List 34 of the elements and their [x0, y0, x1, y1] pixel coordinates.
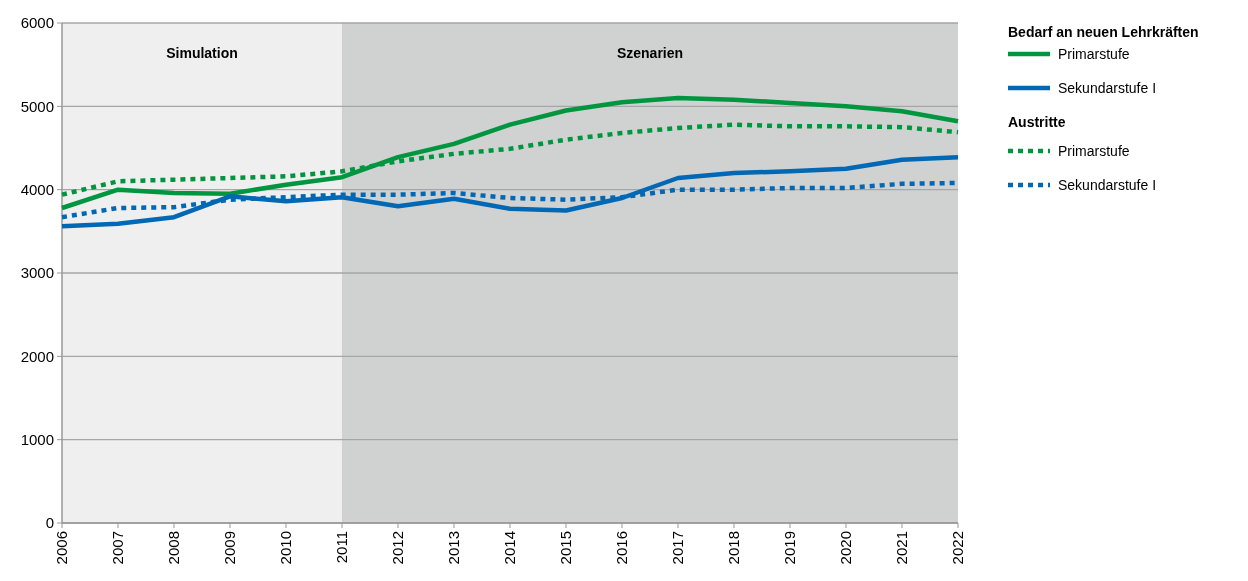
legend-label: Sekundarstufe I — [1058, 177, 1157, 193]
band-label: Szenarien — [616, 45, 684, 61]
x-tick-label: 2011 — [333, 531, 351, 564]
legend-title: Bedarf an neuen Lehrkräften — [1008, 24, 1199, 40]
y-tick-label: 5000 — [20, 97, 54, 115]
y-tick-label: 2000 — [20, 347, 54, 365]
x-tick-label: 2006 — [53, 531, 71, 565]
band-label: Simulation — [166, 45, 238, 61]
legend-label: Sekundarstufe I — [1058, 80, 1157, 96]
x-tick-label: 2010 — [277, 531, 295, 565]
x-tick-label: 2022 — [949, 531, 967, 565]
x-tick-label: 2009 — [221, 531, 239, 565]
x-tick-label: 2013 — [445, 531, 463, 565]
x-tick-label: 2019 — [781, 531, 799, 565]
legend-label: Primarstufe — [1058, 143, 1130, 159]
x-tick-label: 2014 — [501, 531, 519, 565]
y-tick-label: 4000 — [20, 180, 54, 198]
x-tick-label: 2018 — [725, 531, 743, 565]
line-series — [59, 95, 961, 211]
x-tick-label: 2012 — [389, 531, 407, 565]
y-tick-label: 3000 — [20, 264, 54, 282]
x-tick-label: 2015 — [557, 531, 575, 565]
x-tick-label: 2017 — [669, 531, 687, 565]
y-tick-label: 6000 — [20, 14, 54, 32]
x-tick-label: 2020 — [837, 531, 855, 565]
y-tick-label: 0 — [45, 514, 54, 532]
x-tick-label: 2007 — [109, 531, 127, 565]
text: Austritte — [1008, 114, 1066, 130]
x-tick-label: 2008 — [165, 531, 183, 565]
line-series — [59, 154, 961, 229]
y-tick-label: 1000 — [20, 430, 54, 448]
legend-label: Primarstufe — [1058, 46, 1130, 62]
x-tick-label: 2021 — [893, 531, 911, 565]
x-tick-label: 2016 — [613, 531, 631, 565]
